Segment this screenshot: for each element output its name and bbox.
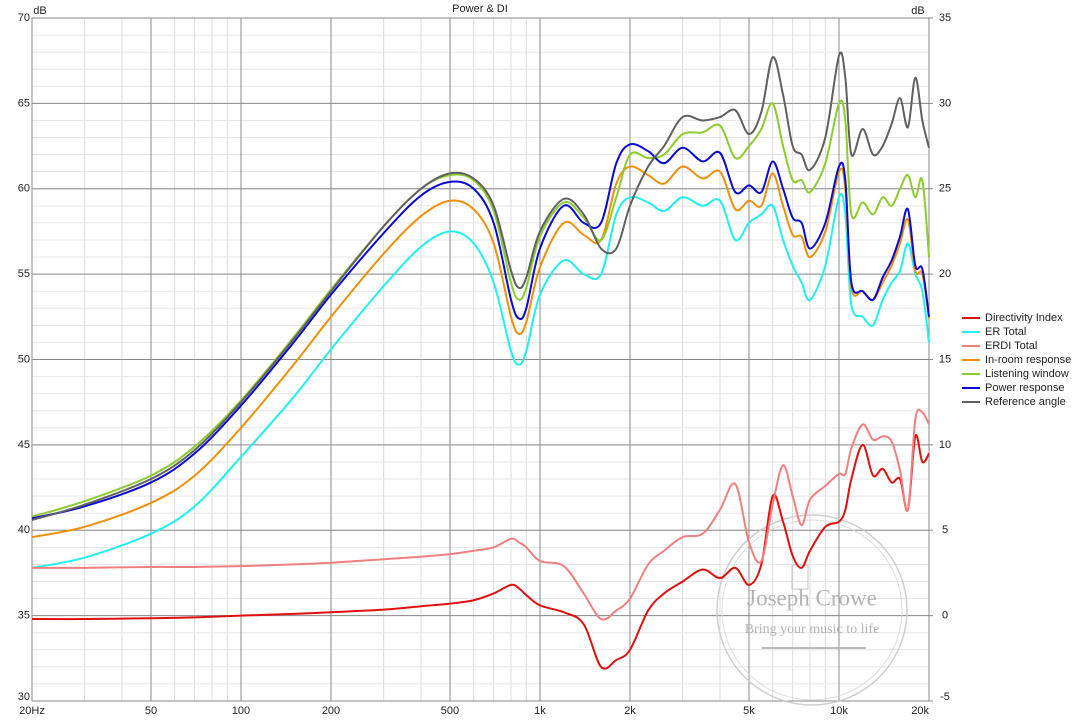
- watermark-tagline: Bring your music to life: [745, 622, 880, 637]
- y-tick-label: 55: [18, 268, 30, 280]
- x-tick-label: 50: [145, 705, 157, 717]
- x-tick-label: 1k: [534, 705, 546, 717]
- axis-labels: 20Hz 50 100 200 500 1k 2k 5k 10k 20k3035404550556…: [18, 12, 951, 717]
- x-tick-label: 20Hz: [19, 705, 45, 717]
- legend-label: Power response: [985, 382, 1065, 394]
- y2-tick-label: 0: [942, 610, 948, 622]
- watermark-name: Joseph Crowe: [747, 585, 877, 610]
- chart-title: Power & DI: [452, 3, 508, 15]
- legend-label: Listening window: [985, 368, 1069, 380]
- x-tick-label: 500: [441, 705, 459, 717]
- y-tick-label: 30: [18, 691, 30, 703]
- y-tick-label: 40: [18, 524, 30, 536]
- y-tick-label: 45: [18, 439, 30, 451]
- legend: Directivity Index ER Total ERDI Total In-ro…: [962, 312, 1071, 408]
- y-tick-label: 70: [18, 12, 30, 24]
- x-tick-label: 10k: [830, 705, 848, 717]
- y2-tick-label: 15: [939, 353, 951, 365]
- y-tick-label: 35: [18, 610, 30, 622]
- y2-axis-label: dB: [911, 5, 924, 17]
- watermark: Joseph Crowe Bring your music to life: [716, 514, 908, 706]
- watermark-icon: [791, 564, 809, 590]
- y2-tick-label: 35: [939, 12, 951, 24]
- y2-tick-label: -5: [940, 691, 950, 703]
- series-line: [31, 142, 930, 520]
- legend-label: ERDI Total: [985, 340, 1037, 352]
- y2-tick-label: 5: [942, 524, 948, 536]
- y-axis-label: dB: [33, 5, 46, 17]
- x-tick-label: 2k: [624, 705, 636, 717]
- y-tick-label: 50: [18, 353, 30, 365]
- x-tick-label: 200: [322, 705, 340, 717]
- y2-tick-label: 25: [939, 183, 951, 195]
- watermark-circle: [716, 514, 908, 706]
- y2-tick-label: 30: [939, 97, 951, 109]
- series-line: [31, 408, 930, 621]
- series-line: [31, 434, 930, 670]
- y2-tick-label: 10: [939, 439, 951, 451]
- legend-label: Reference angle: [985, 396, 1066, 408]
- legend-label: Directivity Index: [985, 312, 1063, 324]
- plot-area: [31, 51, 930, 670]
- x-tick-label: 20k: [911, 705, 929, 717]
- x-tick-label: 100: [232, 705, 250, 717]
- legend-label: ER Total: [985, 326, 1026, 338]
- y-tick-label: 65: [18, 97, 30, 109]
- legend-label: In-room response: [985, 354, 1071, 366]
- x-tick-label: 5k: [743, 705, 755, 717]
- series-line: [31, 51, 930, 521]
- watermark-circle: [721, 519, 903, 701]
- series-line: [31, 192, 930, 569]
- y-tick-label: 60: [18, 183, 30, 195]
- y2-tick-label: 20: [939, 268, 951, 280]
